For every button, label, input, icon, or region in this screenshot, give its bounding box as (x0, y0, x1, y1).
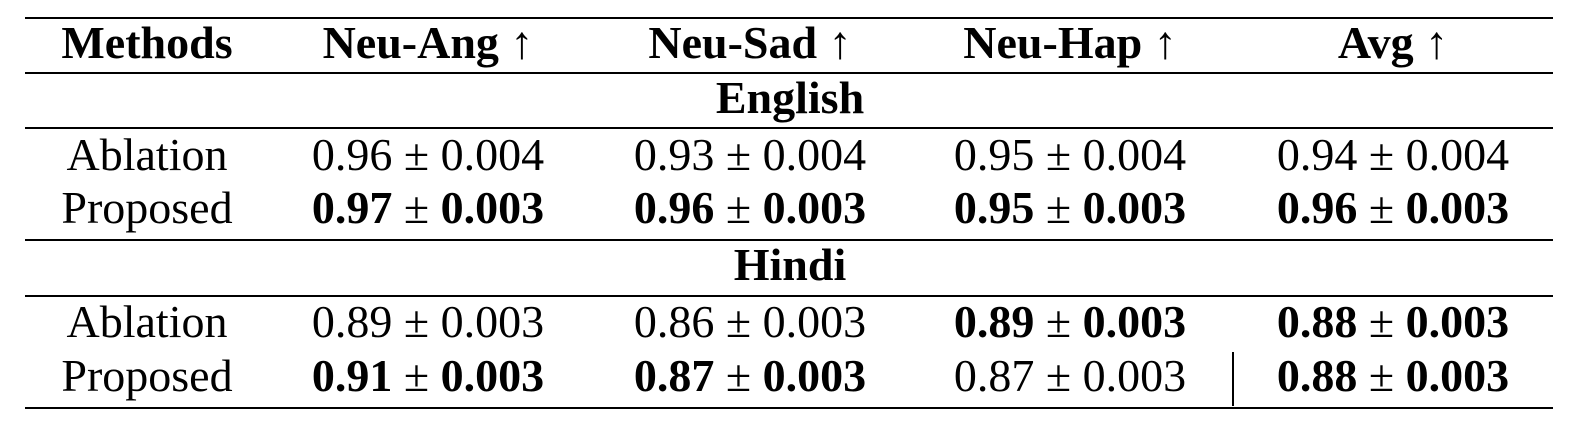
header-cell: Methods (61, 17, 233, 68)
value-cell: 0.88 ± 0.003 (1277, 299, 1509, 345)
plus-minus: ± (1368, 296, 1395, 347)
section-title: Hindi (733, 239, 847, 290)
value-cell: 0.87 ± 0.003 (634, 353, 866, 399)
section-rule (25, 295, 1553, 297)
plus-minus: ± (1045, 182, 1072, 233)
std: 0.003 (440, 350, 545, 401)
mean: 0.95 (953, 182, 1035, 233)
mean: 0.86 (633, 296, 715, 347)
std: 0.003 (1405, 350, 1510, 401)
value-cell: 0.97 ± 0.003 (312, 185, 544, 231)
std: 0.004 (440, 129, 545, 180)
value-cell: 0.95 ± 0.004 (954, 132, 1186, 178)
std: 0.003 (440, 296, 545, 347)
section-title: English (715, 72, 865, 123)
plus-minus: ± (1045, 129, 1072, 180)
mean: 0.88 (1276, 296, 1358, 347)
bottom-rule (25, 407, 1553, 409)
header-cell: Neu-Sad ↑ (648, 17, 852, 68)
value-cell: 0.87 ± 0.003 (954, 353, 1186, 399)
plus-minus: ± (725, 296, 752, 347)
value-cell: 0.89 ± 0.003 (954, 299, 1186, 345)
std: 0.004 (1405, 129, 1510, 180)
header-cell: Neu-Ang ↑ (322, 17, 534, 68)
top-rule (25, 17, 1553, 19)
std: 0.004 (1082, 129, 1187, 180)
mean: 0.91 (311, 350, 393, 401)
value-cell: 0.94 ± 0.004 (1277, 132, 1509, 178)
value-cell: 0.91 ± 0.003 (312, 353, 544, 399)
std: 0.004 (762, 129, 867, 180)
stray-vertical-line (1232, 352, 1234, 406)
std: 0.003 (440, 182, 545, 233)
plus-minus: ± (1045, 350, 1072, 401)
plus-minus: ± (403, 129, 430, 180)
mean: 0.89 (311, 296, 393, 347)
std: 0.003 (1082, 182, 1187, 233)
plus-minus: ± (725, 182, 752, 233)
value-cell: 0.96 ± 0.003 (634, 185, 866, 231)
header-cell: Neu-Hap ↑ (963, 17, 1177, 68)
mean: 0.88 (1276, 350, 1358, 401)
mean: 0.94 (1276, 129, 1358, 180)
std: 0.003 (762, 296, 867, 347)
std: 0.003 (762, 350, 867, 401)
value-cell: 0.95 ± 0.003 (954, 185, 1186, 231)
mean: 0.87 (953, 350, 1035, 401)
plus-minus: ± (403, 296, 430, 347)
value-cell: 0.96 ± 0.004 (312, 132, 544, 178)
mean: 0.96 (1276, 182, 1358, 233)
plus-minus: ± (403, 350, 430, 401)
header-rule (25, 72, 1553, 74)
plus-minus: ± (725, 350, 752, 401)
method-cell: Ablation (66, 129, 228, 180)
section-rule (25, 239, 1553, 241)
plus-minus: ± (403, 182, 430, 233)
plus-minus: ± (1368, 129, 1395, 180)
plus-minus: ± (1368, 182, 1395, 233)
mean: 0.93 (633, 129, 715, 180)
method-cell: Proposed (61, 350, 233, 401)
mean: 0.89 (953, 296, 1035, 347)
plus-minus: ± (725, 129, 752, 180)
mean: 0.96 (311, 129, 393, 180)
value-cell: 0.88 ± 0.003 (1277, 353, 1509, 399)
method-cell: Proposed (61, 182, 233, 233)
std: 0.003 (762, 182, 867, 233)
header-cell: Avg ↑ (1337, 17, 1449, 68)
std: 0.003 (1405, 182, 1510, 233)
mean: 0.97 (311, 182, 393, 233)
plus-minus: ± (1368, 350, 1395, 401)
value-cell: 0.89 ± 0.003 (312, 299, 544, 345)
std: 0.003 (1082, 296, 1187, 347)
method-cell: Ablation (66, 296, 228, 347)
section-rule (25, 127, 1553, 129)
value-cell: 0.93 ± 0.004 (634, 132, 866, 178)
mean: 0.87 (633, 350, 715, 401)
std: 0.003 (1082, 350, 1187, 401)
value-cell: 0.96 ± 0.003 (1277, 185, 1509, 231)
mean: 0.96 (633, 182, 715, 233)
mean: 0.95 (953, 129, 1035, 180)
value-cell: 0.86 ± 0.003 (634, 299, 866, 345)
plus-minus: ± (1045, 296, 1072, 347)
std: 0.003 (1405, 296, 1510, 347)
